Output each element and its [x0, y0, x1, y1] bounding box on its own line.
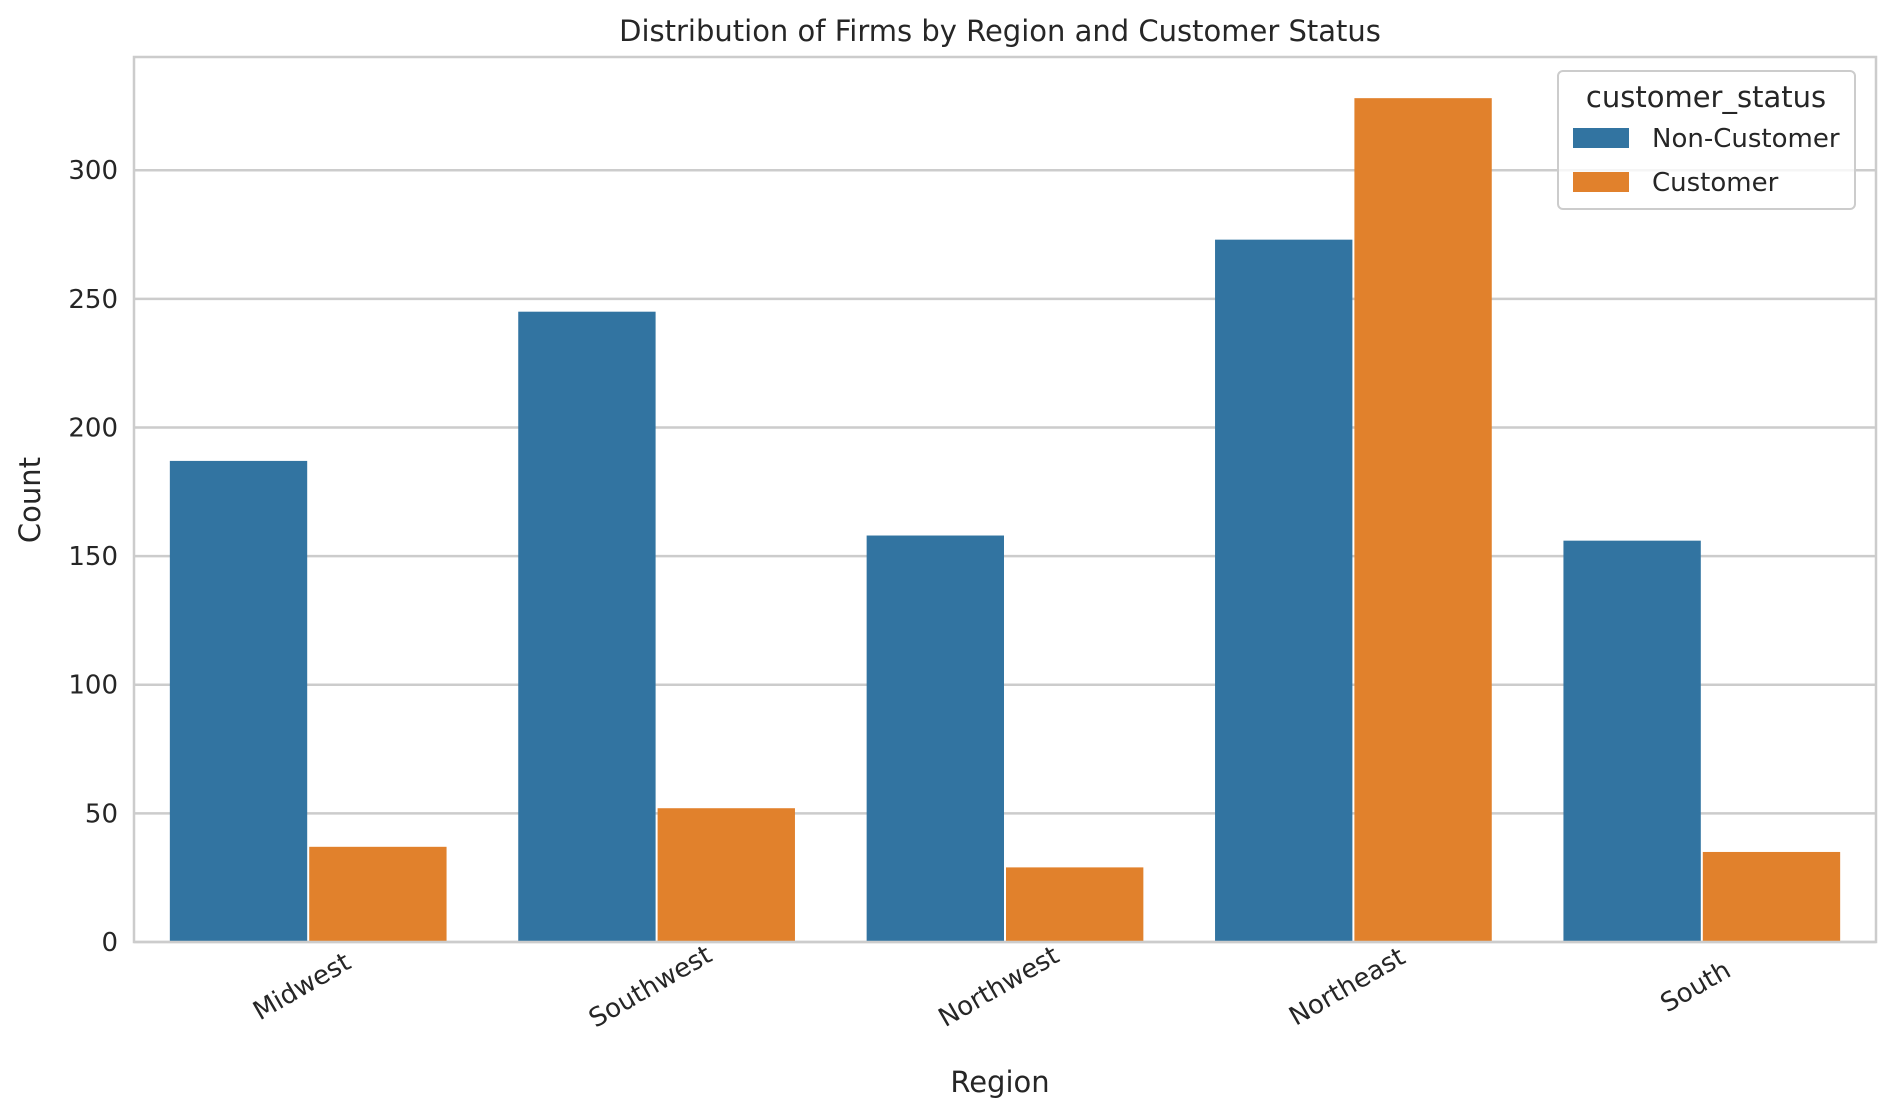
y-tick-label: 200 — [68, 413, 118, 443]
legend-swatch-non-customer — [1573, 128, 1629, 148]
y-tick-label: 100 — [68, 671, 118, 701]
y-tick-label: 250 — [68, 285, 118, 315]
bar-northeast-non-customer — [1215, 239, 1353, 942]
legend-title: customer_status — [1586, 80, 1826, 114]
legend-swatch-customer — [1573, 172, 1629, 192]
legend-label-customer: Customer — [1652, 168, 1779, 198]
legend: customer_status Non-Customer Customer — [1557, 70, 1856, 210]
x-axis-title: Region — [950, 1065, 1049, 1099]
y-tick-labels: 0 50 100 150 200 250 300 — [68, 156, 118, 958]
legend-entries: Non-Customer Customer — [1573, 124, 1840, 198]
bar-midwest-customer — [309, 846, 447, 942]
y-tick-label: 300 — [68, 156, 118, 186]
plot-frame — [132, 55, 1878, 944]
bar-south-customer — [1702, 851, 1841, 942]
bar-southwest-customer — [657, 808, 795, 942]
y-tick-label: 0 — [101, 928, 118, 958]
bar-midwest-non-customer — [169, 460, 308, 942]
bars — [169, 98, 1841, 943]
bar-southwest-non-customer — [518, 311, 656, 942]
chart-title: Distribution of Firms by Region and Cust… — [619, 14, 1381, 48]
y-tick-label: 50 — [85, 799, 118, 829]
y-tick-label: 150 — [68, 542, 118, 572]
y-axis-title: Count — [13, 457, 47, 543]
bar-northeast-customer — [1354, 98, 1492, 943]
legend-frame — [1557, 70, 1856, 210]
legend-label-non-customer: Non-Customer — [1652, 124, 1840, 154]
bar-northwest-customer — [1006, 867, 1144, 942]
bar-northwest-non-customer — [866, 535, 1004, 942]
bar-south-non-customer — [1563, 540, 1701, 942]
